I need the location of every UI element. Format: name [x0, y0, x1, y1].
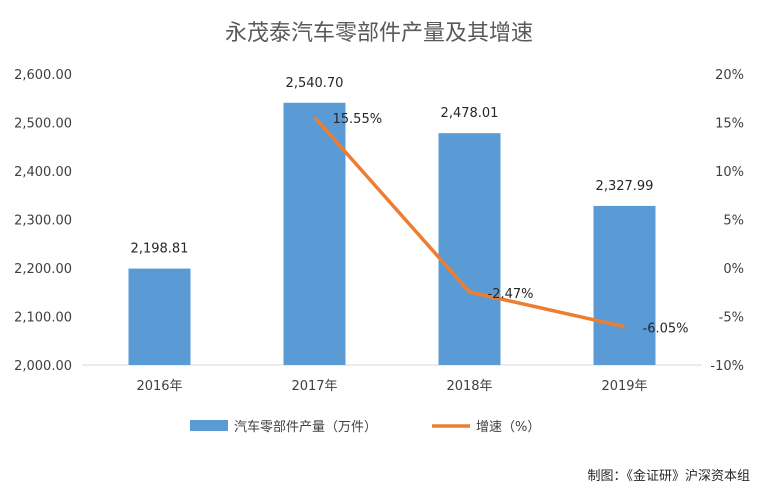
left-tick-label: 2,000.00 [14, 359, 72, 374]
right-tick-label: 0% [723, 262, 744, 277]
x-tick-label: 2019年 [601, 379, 647, 394]
left-axis: 2,000.00 2,100.00 2,200.00 2,300.00 2,400.00… [14, 68, 72, 374]
bar-value-label: 2,327.99 [596, 179, 654, 194]
line-value-label: -2.47% [488, 287, 534, 302]
x-tick-label: 2017年 [291, 379, 337, 394]
bar [593, 205, 656, 365]
legend-bar-swatch [190, 420, 228, 431]
left-tick-label: 2,400.00 [14, 165, 72, 180]
bar [128, 268, 191, 365]
right-tick-label: -5% [719, 311, 744, 326]
growth-line [313, 116, 625, 329]
chart-title: 永茂泰汽车零部件产量及其增速 [225, 21, 533, 46]
legend-bar-label: 汽车零部件产量（万件） [234, 419, 377, 435]
right-tick-label: 15% [715, 117, 744, 132]
left-tick-label: 2,100.00 [14, 311, 72, 326]
left-tick-label: 2,300.00 [14, 214, 72, 229]
right-tick-label: -10% [710, 359, 744, 374]
bar [438, 133, 501, 365]
legend-line-label: 增速（%） [476, 420, 540, 435]
bar-value-label: 2,198.81 [131, 242, 189, 257]
bar-value-label: 2,478.01 [441, 106, 499, 121]
x-tick-label: 2018年 [446, 379, 492, 394]
right-tick-label: 10% [715, 165, 744, 180]
line-series: 15.55% -2.47% -6.05% [313, 112, 689, 337]
x-axis: 2016年 2017年 2018年 2019年 [136, 379, 647, 394]
left-tick-label: 2,600.00 [14, 68, 72, 83]
right-axis: -10% -5% 0% 5% 10% 15% 20% [710, 68, 744, 374]
legend: 汽车零部件产量（万件） 增速（%） [190, 419, 540, 435]
left-tick-label: 2,500.00 [14, 117, 72, 132]
bar-series: 2,198.81 2,540.70 2,478.01 2,327.99 [128, 76, 656, 365]
right-tick-label: 20% [715, 68, 744, 83]
credit-text: 制图：《金证研》沪深资本组 [587, 468, 750, 484]
line-value-label: -6.05% [643, 322, 689, 337]
x-tick-label: 2016年 [136, 379, 182, 394]
bar-value-label: 2,540.70 [286, 76, 344, 91]
line-value-label: 15.55% [333, 112, 383, 127]
bar [283, 102, 346, 365]
left-tick-label: 2,200.00 [14, 262, 72, 277]
right-tick-label: 5% [723, 214, 744, 229]
